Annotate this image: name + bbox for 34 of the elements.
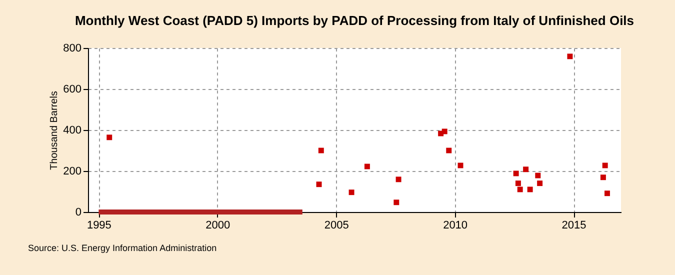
point [527, 186, 533, 192]
chart-title: Monthly West Coast (PADD 5) Imports by PADD of Processing from Italy of Unfinished Oils [74, 13, 634, 28]
x-tick-label: 1995 [86, 220, 112, 232]
point [442, 128, 448, 134]
point [537, 180, 543, 186]
point [396, 176, 402, 182]
point [517, 186, 523, 192]
point [394, 200, 400, 206]
point [364, 164, 370, 170]
y-tick-label: 0 [75, 206, 82, 218]
point [600, 174, 606, 180]
point [318, 148, 324, 154]
x-tick-label: 2005 [324, 220, 349, 232]
point [604, 190, 610, 196]
point [316, 182, 322, 188]
source-note: Source: U.S. Energy Information Administration [28, 243, 217, 253]
point [458, 162, 464, 168]
y-tick-label: 600 [63, 84, 82, 96]
x-tick-label: 2015 [562, 220, 586, 232]
point [515, 180, 521, 186]
x-tick-label: 2000 [206, 220, 230, 232]
y-axis-title: Thousand Barrels [49, 91, 60, 170]
y-tick-label: 200 [63, 166, 82, 178]
point [513, 170, 519, 176]
point [348, 190, 354, 196]
point [567, 54, 573, 60]
y-tick-label: 800 [63, 42, 82, 54]
y-tick-label: 400 [63, 124, 82, 136]
x-tick-label: 2010 [443, 220, 468, 232]
point [602, 162, 608, 168]
point [446, 148, 452, 154]
point [106, 134, 112, 140]
point [523, 166, 529, 172]
point [535, 172, 541, 178]
